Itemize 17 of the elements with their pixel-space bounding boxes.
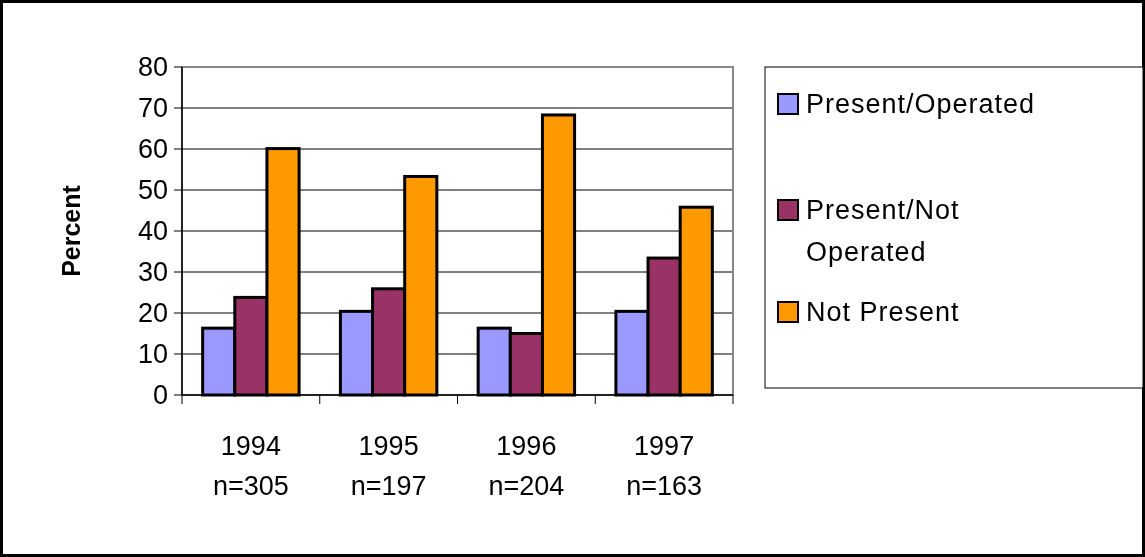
y-tick-label: 60 [137, 134, 168, 165]
legend-label: Present/Not Operated [806, 195, 960, 268]
y-tick-label: 10 [137, 339, 168, 370]
x-tick-label: 1997 n=163 [626, 431, 703, 501]
y-tick-label: 0 [152, 380, 168, 411]
y-tick-label: 80 [137, 52, 168, 83]
x-tick-label: 1995 n=197 [350, 431, 427, 501]
y-tick-label: 30 [137, 257, 168, 288]
y-tick-label: 40 [137, 216, 168, 247]
legend-label: Not Present [806, 297, 960, 328]
x-tick-label: 1996 n=204 [488, 431, 565, 501]
y-tick-label: 20 [137, 298, 168, 329]
y-tick-label: 70 [137, 93, 168, 124]
legend-label: Present/Operated [806, 89, 1036, 120]
x-tick-label: 1994 n=305 [212, 431, 289, 501]
y-axis-title: Percent [57, 184, 85, 277]
y-tick-label: 50 [137, 175, 168, 206]
